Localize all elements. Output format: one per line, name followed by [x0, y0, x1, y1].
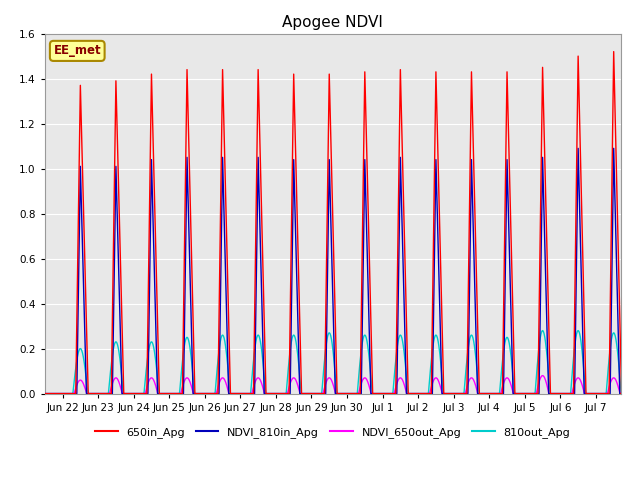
Legend: 650in_Apg, NDVI_810in_Apg, NDVI_650out_Apg, 810out_Apg: 650in_Apg, NDVI_810in_Apg, NDVI_650out_A…: [91, 422, 575, 442]
Title: Apogee NDVI: Apogee NDVI: [282, 15, 383, 30]
Text: EE_met: EE_met: [54, 44, 101, 58]
